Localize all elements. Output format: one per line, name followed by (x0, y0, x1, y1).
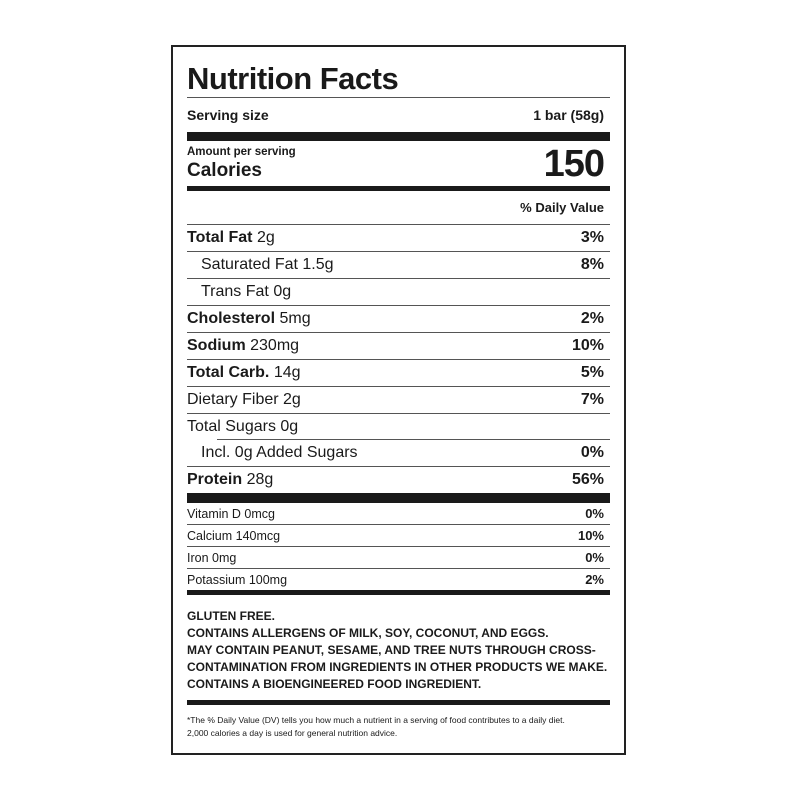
nutrient-dv: 5% (580, 364, 604, 381)
nutrient-amount: 230mg (250, 337, 300, 354)
nutrient-amount: 2g (256, 229, 275, 246)
vitamin-row: Vitamin D 0mcg 0% (187, 503, 610, 525)
divider-thick (187, 132, 610, 141)
nutrient-row-total-sugars: Total Sugars 0g (187, 414, 610, 440)
nutrient-name: Sodium (187, 337, 246, 354)
nutrient-dv: 10% (571, 337, 604, 354)
nutrient-dv: 2% (580, 310, 604, 327)
allergen-notes: GLUTEN FREE. CONTAINS ALLERGENS OF MILK,… (187, 595, 610, 700)
nutrient-name: Trans Fat 0g (201, 283, 292, 300)
nutrient-row-added-sugars: Incl. 0g Added Sugars 0% (187, 440, 610, 467)
nutrient-row-saturated-fat: Saturated Fat 1.5g 8% (187, 252, 610, 279)
vitamin-dv: 0% (585, 550, 604, 565)
nutrient-name: Saturated Fat 1.5g (201, 256, 334, 273)
nutrient-dv: 0% (580, 444, 604, 461)
vitamin-dv: 2% (585, 572, 604, 587)
calories-value: 150 (543, 143, 605, 185)
vitamin-name: Potassium 100mg (187, 572, 288, 587)
nutrient-dv: 7% (580, 391, 604, 408)
label-title: Nutrition Facts (187, 61, 610, 98)
nutrient-amount: 14g (273, 364, 301, 381)
divider-medium (187, 590, 610, 595)
amount-per-serving-label: Amount per serving (187, 146, 296, 158)
divider-medium (187, 700, 610, 705)
footnote: *The % Daily Value (DV) tells you how mu… (187, 705, 610, 740)
vitamin-dv: 0% (585, 506, 604, 521)
vitamin-name: Iron 0mg (187, 550, 237, 565)
serving-size-row: Serving size 1 bar (58g) (187, 98, 610, 132)
nutrient-row-sodium: Sodium 230mg 10% (187, 333, 610, 360)
nutrient-row-dietary-fiber: Dietary Fiber 2g 7% (187, 387, 610, 414)
calories-row: Amount per serving Calories 150 (187, 141, 610, 186)
note-line: CONTAINS ALLERGENS OF MILK, SOY, COCONUT… (187, 626, 549, 640)
nutrient-row-total-carb: Total Carb. 14g 5% (187, 360, 610, 387)
nutrient-amount: 5mg (279, 310, 311, 327)
nutrient-row-trans-fat: Trans Fat 0g (187, 279, 610, 306)
nutrient-row-cholesterol: Cholesterol 5mg 2% (187, 306, 610, 333)
nutrient-name: Incl. 0g Added Sugars (201, 444, 358, 461)
serving-size-label: Serving size (187, 107, 269, 123)
note-line: MAY CONTAIN PEANUT, SESAME, AND TREE NUT… (187, 643, 596, 657)
nutrient-dv: 8% (580, 256, 604, 273)
vitamin-name: Vitamin D 0mcg (187, 506, 275, 521)
nutrient-dv: 56% (571, 471, 604, 488)
note-line: CONTAINS A BIOENGINEERED FOOD INGREDIENT… (187, 677, 482, 691)
footnote-line: 2,000 calories a day is used for general… (187, 728, 398, 738)
nutrition-facts-label: Nutrition Facts Serving size 1 bar (58g)… (171, 45, 626, 755)
vitamin-row: Calcium 140mcg 10% (187, 525, 610, 547)
nutrient-name: Cholesterol (187, 310, 276, 327)
vitamin-row: Iron 0mg 0% (187, 547, 610, 569)
nutrient-name: Total Fat (187, 229, 253, 246)
nutrient-dv: 3% (580, 229, 604, 246)
divider-thick (187, 493, 610, 503)
nutrient-row-total-fat: Total Fat 2g 3% (187, 225, 610, 252)
divider-medium (187, 186, 610, 191)
footnote-line: *The % Daily Value (DV) tells you how mu… (187, 715, 565, 725)
note-line: GLUTEN FREE. (187, 609, 276, 623)
calories-label: Calories (187, 160, 262, 181)
nutrient-name: Protein (187, 471, 243, 488)
note-line: CONTAMINATION FROM INGREDIENTS IN OTHER … (187, 660, 608, 674)
daily-value-header: % Daily Value (187, 191, 610, 225)
nutrient-name: Total Carb. (187, 364, 270, 381)
vitamin-row: Potassium 100mg 2% (187, 569, 610, 590)
nutrient-name: Dietary Fiber 2g (187, 391, 301, 408)
serving-size-value: 1 bar (58g) (533, 107, 604, 123)
vitamin-dv: 10% (577, 528, 604, 543)
nutrient-amount: 28g (246, 471, 274, 488)
nutrient-row-protein: Protein 28g 56% (187, 467, 610, 493)
vitamin-name: Calcium 140mcg (187, 528, 281, 543)
nutrient-name: Total Sugars 0g (187, 418, 299, 435)
